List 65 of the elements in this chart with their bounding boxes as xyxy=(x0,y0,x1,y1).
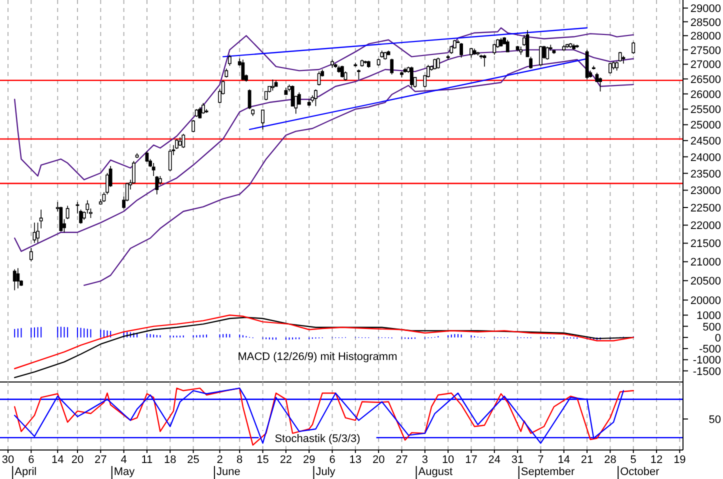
y-tick-label: 26500 xyxy=(690,74,721,86)
y-tick-label: 22500 xyxy=(690,202,721,215)
text: April xyxy=(14,466,37,478)
x-tick-label: 20 xyxy=(71,454,84,466)
text: 50 xyxy=(708,414,721,426)
y-tick-label: 27000 xyxy=(690,59,721,72)
y-tick-label: 27500 xyxy=(690,44,721,57)
text: August xyxy=(418,466,453,478)
x-tick-label: 11 xyxy=(141,454,153,466)
x-tick-label: 14 xyxy=(558,454,570,466)
y-tick-label: 21000 xyxy=(690,256,721,269)
x-tick-label: 6 xyxy=(28,454,34,466)
y-tick-label: 25500 xyxy=(690,104,721,116)
y-tick-label: 24000 xyxy=(690,152,721,164)
y-tick-label: 23000 xyxy=(690,185,721,198)
x-tick-label: 2 xyxy=(216,454,223,466)
x-tick-label: 6 xyxy=(329,454,336,466)
y-tick-label: 25000 xyxy=(690,120,721,132)
text: July xyxy=(316,466,336,478)
y-tick-label: 1000 xyxy=(696,310,721,322)
y-tick-label: 28000 xyxy=(690,30,721,43)
x-tick-label: 20 xyxy=(372,454,385,466)
x-tick-label: 21 xyxy=(580,454,594,466)
x-tick-label: 19 xyxy=(674,454,686,466)
y-tick-label: 28500 xyxy=(690,16,721,29)
x-tick-label: 27 xyxy=(94,454,107,466)
y-tick-label: -1500 xyxy=(692,366,721,378)
x-tick-label: 13 xyxy=(349,454,362,466)
y-tick-label: 21500 xyxy=(690,238,721,250)
x-tick-label: 30 xyxy=(2,454,14,466)
x-tick-label: 17 xyxy=(465,454,478,466)
y-tick-label: 24500 xyxy=(690,136,721,148)
text: October xyxy=(620,466,660,478)
y-tick-label: -500 xyxy=(698,344,721,356)
y-tick-label: 22000 xyxy=(690,220,721,232)
x-tick-label: 27 xyxy=(396,454,408,466)
x-tick-label: 5 xyxy=(630,454,636,466)
y-tick-label: 20500 xyxy=(690,276,721,288)
y-tick-label: 0 xyxy=(714,332,721,344)
x-tick-label: 25 xyxy=(187,454,200,466)
x-tick-label: 31 xyxy=(511,454,524,466)
x-tick-label: 4 xyxy=(120,454,127,466)
x-tick-label: 7 xyxy=(538,454,544,466)
x-tick-label: 14 xyxy=(52,454,64,466)
x-tick-label: 3 xyxy=(422,454,428,466)
x-tick-label: 24 xyxy=(488,454,501,466)
text: June xyxy=(216,466,240,478)
y-tick-label: 500 xyxy=(702,321,721,334)
x-tick-label: 12 xyxy=(650,454,663,466)
text: September xyxy=(520,466,576,478)
x-tick-label: 10 xyxy=(442,454,454,466)
x-tick-label: 28 xyxy=(604,454,616,466)
y-tick-label: -1000 xyxy=(692,354,721,367)
y-tick-label: 29000 xyxy=(690,3,721,16)
y-tick-label: 23500 xyxy=(690,168,721,180)
x-tick-label: 15 xyxy=(256,454,269,466)
annotation: MACD (12/26/9) mit Histogramm xyxy=(238,351,398,364)
annotation: Stochastik (5/3/3) xyxy=(274,433,360,445)
x-tick-label: 8 xyxy=(236,454,243,466)
x-tick-label: 22 xyxy=(280,454,292,466)
y-tick-label: 26000 xyxy=(690,88,721,101)
x-tick-label: 29 xyxy=(302,454,316,466)
y-tick-label: 20000 xyxy=(690,295,721,308)
x-tick-label: 18 xyxy=(164,454,176,466)
text: May xyxy=(114,466,136,478)
